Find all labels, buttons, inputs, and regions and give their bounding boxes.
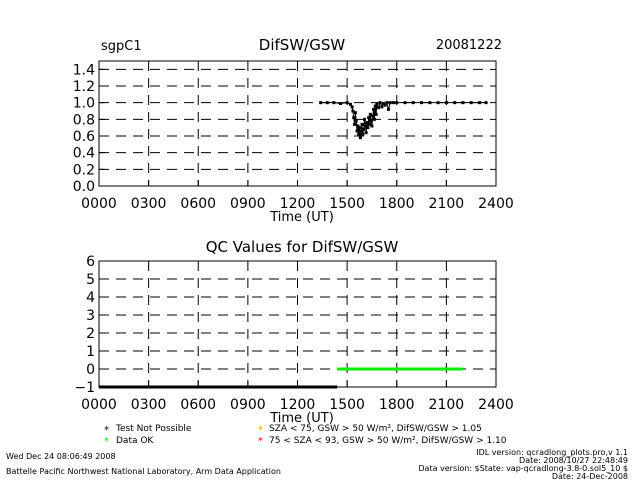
y-tick-label: 1.2 [73, 79, 95, 95]
footer-proc-date: Date: 24-Dec-2008 [552, 472, 628, 480]
y-tick-label: 0.0 [73, 179, 95, 195]
date-label: 20081222 [436, 38, 502, 53]
legend-marker-sza-lt-75: * [258, 425, 263, 436]
y-tick-label: 1 [86, 344, 95, 360]
x-tick-label: 1500 [329, 397, 365, 413]
legend-marker-data-ok: * [104, 436, 109, 447]
footer-idl-version: IDL version: qcradlong_plots.pro,v 1.1 [476, 448, 628, 457]
legend-label-data-ok: Data OK [116, 436, 154, 446]
y-tick-label: 0.8 [73, 112, 95, 128]
x-tick-label: 0300 [131, 196, 167, 212]
y-tick-label: 3 [86, 308, 95, 324]
y-tick-label: 0.2 [73, 162, 95, 178]
footer-file-date: Date: 2008/10/27 22:48:49 [519, 456, 628, 465]
difsw-gsw-chart: 0000 0300 0600 0900 1200 1500 1800 2100 24000.00… [73, 60, 514, 212]
legend-label-sza-lt-75: SZA < 75, GSW > 50 W/m², DifSW/GSW > 1.0… [269, 424, 482, 434]
x-tick-label: 2400 [478, 397, 514, 413]
y-tick-label: 0.6 [73, 129, 95, 145]
x-axis-label-top: Time (UT) [269, 210, 334, 225]
x-axis-label-bottom: Time (UT) [269, 411, 334, 426]
legend-label-sza-75-93: 75 < SZA < 93, GSW > 50 W/m², DifSW/GSW … [269, 436, 507, 446]
x-tick-label: 1200 [280, 397, 316, 413]
site-label: sgpC1 [101, 39, 142, 54]
y-tick-label: 5 [86, 272, 95, 288]
x-tick-label: 1800 [379, 196, 415, 212]
x-tick-label: 0000 [81, 196, 117, 212]
x-tick-label: 1800 [379, 397, 415, 413]
x-tick-label: 2100 [429, 397, 465, 413]
footer-timestamp: Wed Dec 24 08:06:49 2008 [6, 452, 116, 461]
x-tick-label: 1200 [280, 196, 316, 212]
x-tick-label: 0300 [131, 397, 167, 413]
x-tick-label: 0900 [230, 196, 266, 212]
chart-title-top: DifSW/GSW [259, 36, 346, 54]
legend-marker-sza-75-93: * [258, 436, 263, 447]
qc-values-chart: 0000 0300 0600 0900 1200 1500 1800 2100 2400 −1 0 1… [74, 254, 513, 413]
y-tick-label: 2 [86, 326, 95, 342]
y-tick-label: 0 [86, 362, 95, 378]
legend-marker-test-not-possible: * [104, 425, 109, 436]
x-tick-label: 0600 [180, 397, 216, 413]
series-line [320, 101, 487, 138]
y-tick-label: 1.0 [73, 96, 95, 112]
x-tick-label: 0900 [230, 397, 266, 413]
legend-label-test-not-possible: Test Not Possible [115, 424, 192, 434]
footer-data-version: Data version: $State: vap-qcradlong-3.8-… [418, 464, 628, 473]
y-tick-label: 6 [86, 254, 95, 270]
y-tick-label: 1.4 [73, 62, 95, 78]
x-tick-label: 2100 [429, 196, 465, 212]
y-tick-label: −1 [74, 380, 95, 396]
x-tick-label: 2400 [478, 196, 514, 212]
chart-title-bottom: QC Values for DifSW/GSW [206, 238, 399, 256]
y-tick-label: 0.4 [73, 146, 95, 162]
y-tick-label: 4 [86, 290, 95, 306]
x-tick-label: 0000 [81, 397, 117, 413]
x-tick-label: 0600 [180, 196, 216, 212]
footer-lab: Battelle Pacific Northwest National Labo… [6, 467, 281, 476]
x-tick-label: 1500 [329, 196, 365, 212]
legend: * Test Not Possible * Data OK * SZA < 75… [104, 424, 507, 447]
